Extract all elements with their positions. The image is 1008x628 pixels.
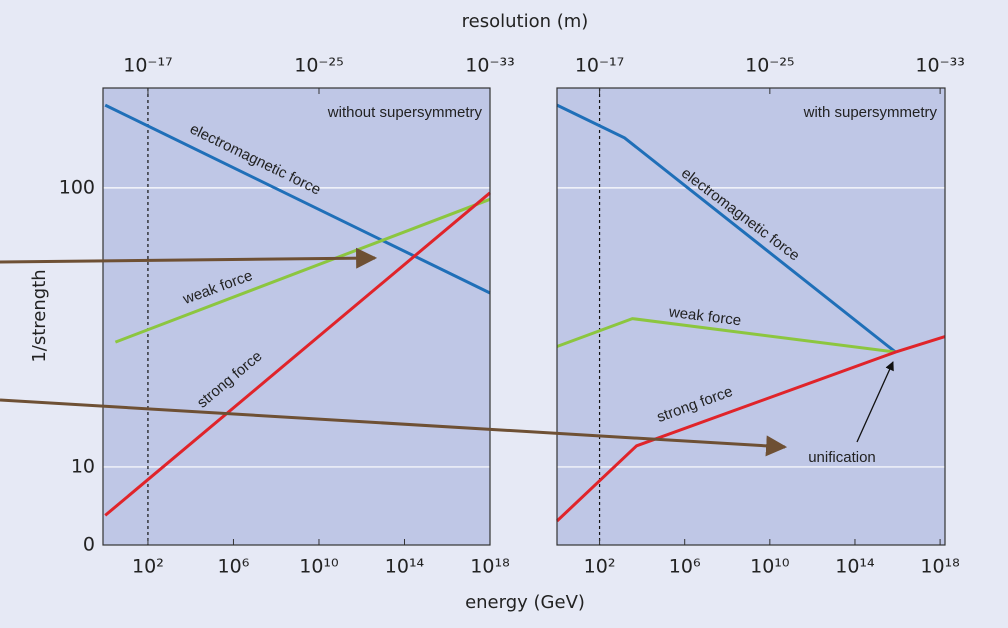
panel-note: without supersymmetry	[327, 104, 483, 121]
x2-axis-title: resolution (m)	[462, 11, 589, 32]
pointer-arrow	[0, 247, 378, 269]
x2-tick-label: 10⁻²⁵	[745, 55, 794, 77]
plot-border	[556, 87, 946, 546]
x-tick-label: 10¹⁸	[470, 556, 509, 578]
x-tick-label: 10¹⁰	[750, 556, 789, 578]
x-tick-label: 10⁶	[669, 556, 701, 578]
plot-area	[103, 88, 490, 545]
plot-border	[102, 87, 491, 546]
y-tick-label: 10	[71, 455, 95, 477]
x2-tick-label: 10⁻¹⁷	[123, 55, 172, 77]
x-tick-label: 10¹⁴	[835, 556, 875, 578]
annotation: unification	[808, 449, 876, 466]
x2-tick-label: 10⁻²⁵	[294, 55, 343, 77]
y-axis-title: 1/strength	[29, 269, 50, 362]
plot-area	[557, 88, 945, 545]
x2-tick-label: 10⁻¹⁷	[575, 55, 624, 77]
y-tick-label: 100	[59, 176, 95, 198]
x-tick-label: 10²	[584, 556, 616, 578]
series-line	[555, 335, 946, 523]
x2-tick-label: 10⁻³³	[465, 55, 514, 77]
x-tick-label: 10¹⁰	[299, 556, 338, 578]
x-tick-label: 10⁶	[218, 556, 250, 578]
x2-tick-label: 10⁻³³	[915, 55, 964, 77]
x-tick-label: 10¹⁴	[385, 556, 425, 578]
series-line	[104, 103, 491, 295]
series-line	[556, 103, 897, 354]
panel-note: with supersymmetry	[803, 104, 938, 121]
series-line	[104, 191, 491, 517]
x-tick-label: 10²	[132, 556, 164, 578]
y-origin-label: 0	[83, 534, 95, 556]
x-axis-title: energy (GeV)	[465, 592, 585, 613]
x-tick-label: 10¹⁸	[920, 556, 959, 578]
annotation-arrow	[856, 361, 894, 443]
series-line	[556, 317, 896, 354]
pointer-arrow	[0, 398, 788, 457]
series-line	[114, 197, 491, 344]
